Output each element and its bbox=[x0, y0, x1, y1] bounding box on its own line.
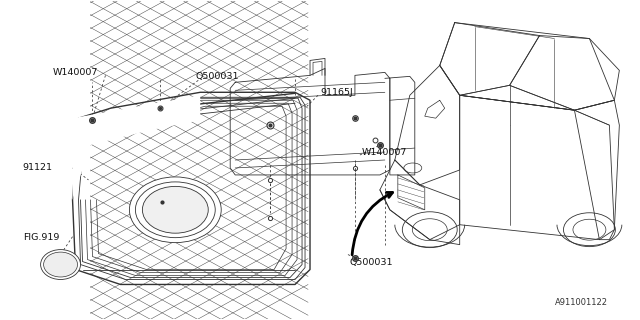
Ellipse shape bbox=[44, 252, 77, 277]
Text: A911001122: A911001122 bbox=[554, 298, 607, 307]
Ellipse shape bbox=[131, 177, 220, 242]
Text: Q500031: Q500031 bbox=[350, 258, 394, 267]
Polygon shape bbox=[72, 95, 200, 200]
Text: Q500031: Q500031 bbox=[195, 72, 239, 81]
Ellipse shape bbox=[40, 250, 81, 279]
Text: 91121: 91121 bbox=[22, 164, 52, 172]
Text: 91165J: 91165J bbox=[320, 88, 353, 97]
Text: FIG.919: FIG.919 bbox=[22, 233, 59, 242]
Text: W140007: W140007 bbox=[362, 148, 407, 156]
Ellipse shape bbox=[142, 186, 208, 233]
Text: W140007: W140007 bbox=[52, 68, 98, 77]
